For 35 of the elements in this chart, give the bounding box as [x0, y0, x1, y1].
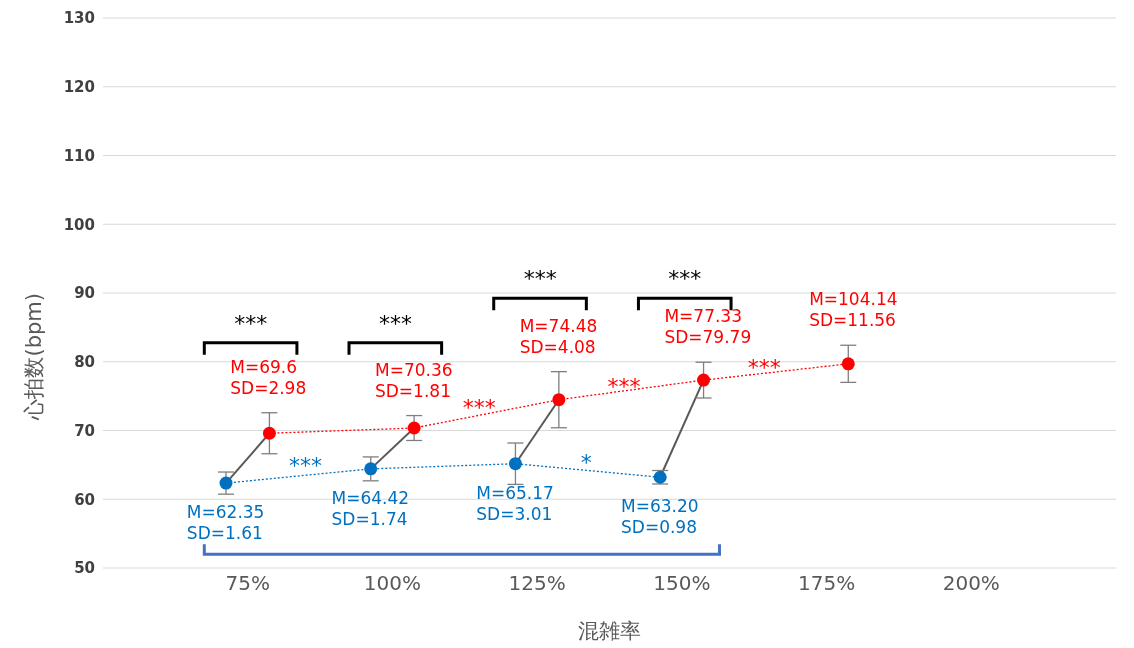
annotation: *** — [378, 310, 412, 336]
x-axis-title: 混雑率 — [578, 619, 641, 643]
data-label: M=64.42 SD=1.74 — [331, 487, 410, 529]
data-label: M=77.33 SD=79.79 — [664, 306, 752, 348]
x-tick-label: 200% — [942, 571, 1000, 596]
data-label: M=69.6 SD=2.98 — [230, 356, 307, 398]
annotation: *** — [607, 374, 641, 400]
annotation: *** — [523, 266, 557, 292]
annotation: * — [580, 450, 592, 476]
x-tick-label: 125% — [508, 571, 566, 596]
y-tick-label: 100 — [63, 215, 95, 234]
x-tick-label: 150% — [653, 571, 711, 596]
y-tick-label: 50 — [74, 559, 95, 578]
data-label: M=63.20 SD=0.98 — [621, 496, 699, 538]
y-tick-label: 80 — [74, 353, 95, 372]
y-tick-label: 130 — [63, 9, 95, 28]
data-label: M=70.36 SD=1.81 — [374, 359, 453, 401]
annotation: *** — [234, 310, 268, 336]
x-tick-label: 75% — [225, 571, 270, 596]
annotation: *** — [289, 452, 323, 478]
y-tick-label: 120 — [63, 78, 95, 97]
y-axis-title: 心拍数(bpm) — [22, 293, 47, 421]
annotation: *** — [668, 266, 702, 292]
y-tick-label: 110 — [63, 146, 95, 165]
annotation: *** — [462, 395, 496, 421]
data-label: M=74.48 SD=4.08 — [519, 315, 598, 357]
data-label: M=62.35 SD=1.61 — [186, 502, 265, 544]
x-tick-label: 175% — [797, 571, 856, 596]
data-label: M=65.17 SD=3.01 — [476, 482, 554, 524]
data-label: M=104.14 SD=11.56 — [809, 289, 898, 331]
y-tick-label: 70 — [74, 421, 95, 440]
y-tick-label: 90 — [74, 284, 95, 303]
annotation: *** — [747, 354, 781, 380]
y-tick-label: 60 — [74, 490, 95, 509]
x-tick-label: 100% — [363, 571, 422, 596]
